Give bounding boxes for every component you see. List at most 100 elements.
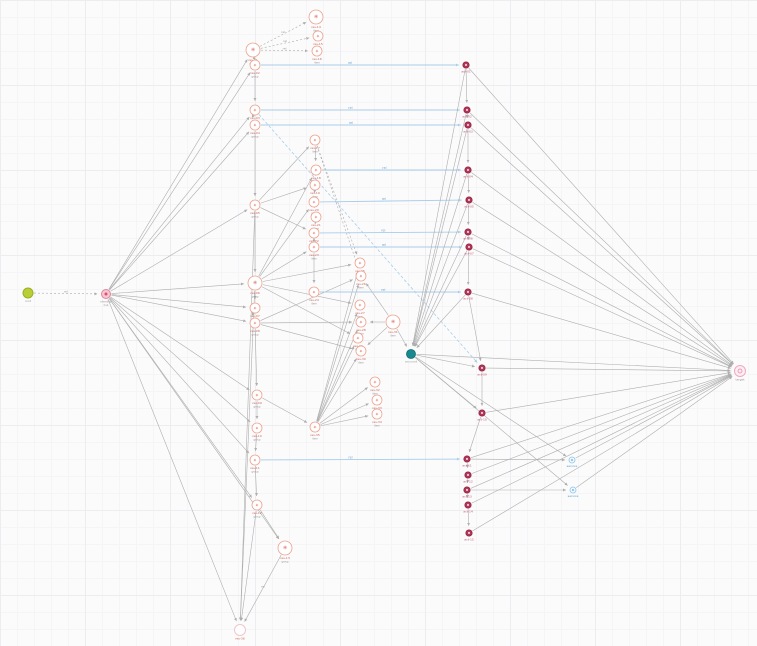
node-label: res-07 xyxy=(250,314,260,318)
graph-edge xyxy=(472,248,732,368)
graph-node-c1[interactable]: ✱ act-01 xyxy=(461,61,471,74)
graph-edge xyxy=(260,457,460,461)
graph-edge xyxy=(317,330,358,422)
graph-node-r3[interactable]: ✳ res-27item xyxy=(354,299,366,318)
graph-node-b1[interactable]: res-36 xyxy=(234,624,246,641)
resource-icon: ✳ xyxy=(359,319,363,324)
graph-edge xyxy=(416,353,731,372)
node-label: res-04 xyxy=(250,131,260,135)
resource-icon: ✳ xyxy=(312,199,316,204)
graph-edge xyxy=(470,373,732,458)
graph-node-c10[interactable]: ✱ act-10 xyxy=(477,409,487,422)
graph-node-c12[interactable]: ✱ act-12 xyxy=(463,471,473,484)
node-sublabel: group xyxy=(251,333,259,336)
graph-edge xyxy=(319,387,368,424)
node-label: res-33 xyxy=(372,406,382,410)
graph-node-c11[interactable]: ✱ act-11 xyxy=(462,455,472,468)
graph-edge xyxy=(413,203,468,347)
graph-node-c13[interactable]: ✱ act-13 xyxy=(462,486,472,499)
graph-edge xyxy=(262,397,308,423)
graph-edge xyxy=(33,292,98,296)
graph-edge xyxy=(412,129,468,346)
node-label: identity xyxy=(100,300,112,304)
resource-icon: ✳ xyxy=(253,305,257,310)
node-label: res-03 xyxy=(250,116,260,120)
resource-icon: ✳ xyxy=(373,379,377,384)
node-label: act-02 xyxy=(462,114,472,118)
action-icon: ✱ xyxy=(467,503,470,507)
action-icon: ✱ xyxy=(467,123,470,127)
graph-node-c2[interactable]: ✱ act-02 xyxy=(462,106,472,119)
graph-node-g1[interactable]: root xyxy=(22,287,34,303)
graph-node-acct[interactable]: target xyxy=(734,365,746,382)
graph-edge xyxy=(320,403,369,425)
graph-node-m3[interactable]: ✳ res-19item xyxy=(309,179,321,198)
graph-node-c8[interactable]: ✱ act-08 xyxy=(463,288,473,301)
graph-node-m5[interactable]: ✳res-21item xyxy=(310,211,322,230)
graph-edge xyxy=(471,458,566,462)
graph-edge xyxy=(258,146,310,201)
graph-node-c14[interactable]: ✱ act-14 xyxy=(463,501,473,514)
graph-edge xyxy=(260,509,280,539)
graph-node-c4[interactable]: ✱ act-04 xyxy=(463,166,473,179)
action-icon: ✱ xyxy=(465,63,468,67)
graph-edge xyxy=(468,67,734,365)
node-sublabel: item xyxy=(357,314,363,318)
graph-node-c3[interactable]: ✱ act-03 xyxy=(463,121,473,134)
graph-node-s1[interactable]: service xyxy=(567,456,578,468)
node-label: act-01 xyxy=(461,69,471,73)
graph-edge xyxy=(412,173,468,346)
graph-node-t1[interactable]: account xyxy=(405,349,418,364)
graph-edge xyxy=(109,297,250,454)
graph-node-c6[interactable]: ✱ act-06 xyxy=(463,228,473,241)
graph-edge xyxy=(238,210,256,621)
graph-node-s2[interactable]: service xyxy=(568,486,579,498)
graph-edge xyxy=(470,127,734,365)
resource-icon: ✳ xyxy=(251,46,256,53)
graph-node-c7[interactable]: ✱ act-07 xyxy=(464,243,474,256)
graph-node-c5[interactable]: ✱ act-05 xyxy=(464,196,474,209)
node-label: act-14 xyxy=(463,509,473,513)
graph-edge xyxy=(576,376,733,488)
node-sublabel: item xyxy=(374,423,380,427)
graph-node-r4[interactable]: ✳res-28item xyxy=(355,316,367,335)
graph-node-c15[interactable]: ✱ act-15 xyxy=(464,529,474,542)
node-sublabel: group xyxy=(253,405,261,408)
graph-edge xyxy=(260,207,306,230)
node-sublabel: item xyxy=(358,360,364,364)
graph-edge xyxy=(471,233,732,367)
edge-label: rel xyxy=(382,243,386,247)
edge-label: rel xyxy=(382,197,386,201)
node-label: res-24 xyxy=(309,298,319,302)
edge-label: rel xyxy=(283,39,287,43)
node-label: res-12 xyxy=(252,511,262,515)
graph-edge xyxy=(414,250,468,347)
action-icon: ✱ xyxy=(481,411,484,415)
graph-node-c9[interactable]: ✱ act-09 xyxy=(477,364,487,377)
graph-edge xyxy=(411,69,466,346)
node-label: res-35 xyxy=(310,433,320,437)
